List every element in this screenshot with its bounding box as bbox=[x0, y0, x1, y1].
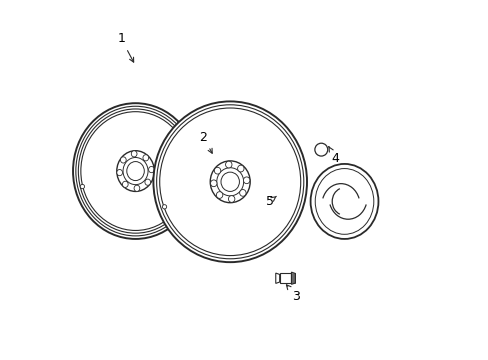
Circle shape bbox=[314, 143, 327, 156]
Ellipse shape bbox=[76, 106, 195, 236]
Ellipse shape bbox=[120, 157, 126, 163]
Ellipse shape bbox=[237, 165, 244, 172]
Polygon shape bbox=[167, 183, 210, 202]
Ellipse shape bbox=[225, 161, 231, 168]
Ellipse shape bbox=[78, 109, 192, 233]
Text: 3: 3 bbox=[286, 285, 300, 303]
Ellipse shape bbox=[228, 195, 234, 202]
Ellipse shape bbox=[142, 155, 148, 161]
Ellipse shape bbox=[134, 185, 140, 192]
Ellipse shape bbox=[123, 157, 148, 185]
Ellipse shape bbox=[214, 167, 220, 174]
Ellipse shape bbox=[117, 170, 122, 176]
Ellipse shape bbox=[210, 161, 250, 203]
Polygon shape bbox=[241, 196, 276, 238]
Polygon shape bbox=[249, 161, 292, 181]
Polygon shape bbox=[291, 272, 295, 284]
Ellipse shape bbox=[73, 103, 198, 239]
Polygon shape bbox=[146, 186, 171, 216]
Ellipse shape bbox=[80, 184, 84, 189]
Ellipse shape bbox=[239, 189, 245, 196]
Ellipse shape bbox=[153, 102, 306, 262]
Ellipse shape bbox=[160, 108, 300, 256]
Polygon shape bbox=[183, 126, 219, 167]
Polygon shape bbox=[200, 201, 225, 246]
Ellipse shape bbox=[122, 181, 128, 188]
Polygon shape bbox=[154, 156, 184, 170]
Ellipse shape bbox=[144, 179, 150, 185]
Ellipse shape bbox=[126, 162, 144, 181]
Ellipse shape bbox=[81, 112, 190, 230]
Ellipse shape bbox=[162, 204, 166, 209]
Ellipse shape bbox=[148, 166, 154, 173]
Ellipse shape bbox=[117, 151, 154, 192]
Polygon shape bbox=[87, 172, 116, 186]
Polygon shape bbox=[275, 273, 279, 283]
Ellipse shape bbox=[156, 105, 303, 259]
Ellipse shape bbox=[310, 164, 378, 239]
Ellipse shape bbox=[243, 177, 249, 184]
Text: 2: 2 bbox=[199, 131, 212, 153]
Ellipse shape bbox=[216, 192, 223, 198]
Polygon shape bbox=[140, 120, 157, 152]
Ellipse shape bbox=[216, 168, 243, 196]
Polygon shape bbox=[113, 190, 131, 222]
Ellipse shape bbox=[131, 151, 137, 157]
Polygon shape bbox=[279, 274, 291, 283]
Text: 4: 4 bbox=[328, 147, 339, 165]
Polygon shape bbox=[234, 117, 259, 163]
Text: 1: 1 bbox=[117, 32, 133, 62]
Polygon shape bbox=[100, 127, 124, 156]
Text: 5: 5 bbox=[265, 195, 276, 208]
Ellipse shape bbox=[210, 180, 217, 186]
Ellipse shape bbox=[221, 172, 239, 192]
